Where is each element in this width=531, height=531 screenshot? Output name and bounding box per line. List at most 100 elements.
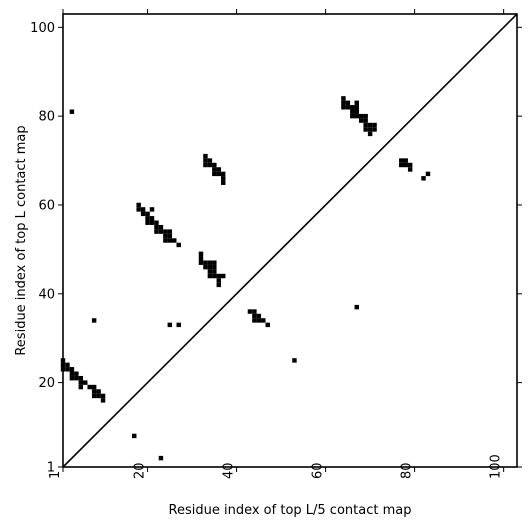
contact-cell-top-l [65,362,70,368]
contact-cell-top-l5 [354,109,359,114]
contact-cell-top-l5 [350,105,355,110]
x-tick-label: 1 [48,471,63,479]
y-tick-label: 60 [38,198,55,213]
plot-frame [62,13,518,468]
contact-cell-top-l [69,371,75,376]
contact-cell-top-l [154,229,159,234]
diagonal-line [62,13,518,468]
contact-cell-top-l5 [407,162,413,168]
contact-cell-top-l [91,393,97,399]
contact-cell-top-l [136,202,141,208]
contact-cell-top-l [292,358,297,363]
contact-cell-top-l5 [354,100,359,106]
contact-cell-top-l5 [399,162,404,168]
contact-cell-top-l [252,318,257,323]
contact-cell-top-l [149,216,155,221]
x-tick-label: 100 [489,454,504,479]
contact-cell-top-l [87,384,92,390]
contact-cell-top-l5 [372,127,377,132]
contact-cell-top-l [265,322,270,328]
contact-cell-top-l [163,229,168,234]
x-tick-label: 80 [400,462,415,479]
contact-cell-top-l [74,371,79,376]
contact-cell-top-l [216,273,222,279]
contact-cell-top-l5 [363,122,368,128]
contact-cell-top-l [158,229,164,234]
contact-cell-top-l [100,393,106,399]
contact-cell-top-l [78,380,84,385]
contact-cell-top-l [83,380,88,385]
contact-cell-top-l [65,367,70,372]
contact-cell-top-l [96,393,101,399]
contact-cell-top-l [207,158,213,163]
contact-cell-top-l5 [341,105,346,110]
contact-cell-top-l [247,309,253,314]
contact-cell-top-l [203,153,208,159]
contact-cell-top-l [203,264,208,270]
contact-cell-top-l5 [399,158,404,163]
contact-cell-top-l [203,158,208,163]
contact-cell-top-l [69,375,75,381]
contact-cell-top-l [198,256,204,261]
contact-cell-top-l5 [403,158,408,163]
contact-cell-top-l [145,216,150,221]
contact-cell-top-l5 [367,131,373,137]
contact-cell-top-l [198,251,204,257]
contact-cell-top-l [221,273,226,279]
contact-cell-top-l [207,264,213,270]
contact-cell-top-l [78,384,84,390]
contact-cell-top-l [91,389,97,394]
contact-cell-top-l5 [354,105,359,110]
contact-cell-top-l5 [350,109,355,114]
contact-cell-top-l [69,367,75,372]
contact-cell-top-l5 [354,113,359,119]
contact-cell-top-l [216,278,222,283]
y-tick-label: 40 [38,287,55,302]
contact-cell-top-l [131,433,137,439]
contact-cell-top-l [212,269,217,274]
contact-cell-top-l [212,264,217,270]
contact-cell-top-l [163,233,168,239]
contact-cell-top-l [96,389,101,394]
contact-cells [60,96,431,461]
x-axis-title: Residue index of top L/5 contact map [169,503,412,518]
contact-cell-top-l5 [363,118,368,123]
contact-cell-top-l [354,304,359,310]
contact-cell-top-l [216,282,222,288]
contact-cell-top-l5 [350,113,355,119]
contact-cell-top-l [198,260,204,265]
contact-cell-top-l5 [372,122,377,128]
contact-cell-top-l5 [367,122,373,128]
contact-cell-top-l [158,455,164,461]
contact-cell-top-l [212,260,217,265]
contact-cell-top-l [172,238,177,243]
contact-cell-top-l [203,162,208,168]
contact-cell-top-l [261,318,266,323]
contact-cell-top-l [252,313,257,319]
y-tick-label: 80 [38,110,55,125]
contact-cell-top-l [91,318,97,323]
contact-cell-top-l [78,375,84,381]
contact-cell-top-l [252,309,257,314]
contact-cell-top-l5 [341,96,346,101]
contact-cell-top-l5 [358,113,364,119]
contact-cell-top-l [212,162,217,168]
contact-cell-top-l [207,162,213,168]
contact-cell-top-l [149,207,155,212]
contact-cell-top-l [176,242,181,248]
x-tick-label: 20 [133,462,148,479]
contact-cell-top-l [203,260,208,265]
contact-cell-top-l5 [341,100,346,106]
contact-cell-top-l5 [367,127,373,132]
contact-cell-top-l [216,171,222,177]
contact-cell-top-l [136,207,141,212]
x-tick-label: 40 [222,462,237,479]
contact-cell-top-l5 [345,105,351,110]
contact-cell-top-l [100,398,106,403]
contact-cell-top-l5 [345,100,351,106]
contact-cell-top-l5 [358,118,364,123]
contact-cell-top-l [145,211,150,217]
y-tick-label: 100 [30,21,55,36]
contact-cell-top-l [145,220,150,225]
